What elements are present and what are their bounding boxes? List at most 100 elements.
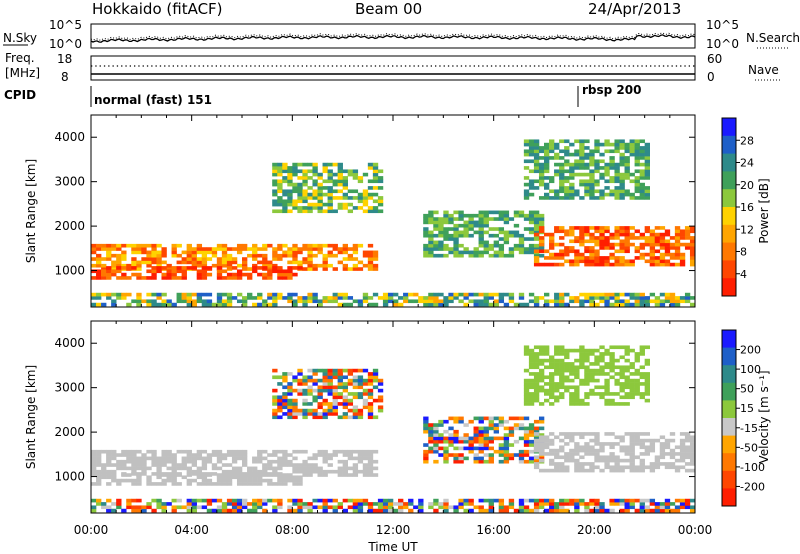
heatmap-cell bbox=[362, 498, 369, 503]
heatmap-cell bbox=[136, 498, 142, 503]
heatmap-cell bbox=[579, 348, 585, 353]
heatmap-cell bbox=[393, 508, 399, 513]
heatmap-cell bbox=[624, 498, 630, 503]
heatmap-cell bbox=[166, 478, 172, 483]
heatmap-cell bbox=[171, 272, 177, 277]
heatmap-cell bbox=[609, 345, 615, 350]
heatmap-cell bbox=[292, 408, 298, 413]
heatmap-cell bbox=[634, 186, 640, 190]
heatmap-cell bbox=[236, 453, 243, 457]
heatmap-cell bbox=[544, 508, 550, 513]
heatmap-cell bbox=[503, 217, 510, 221]
heatmap-cell bbox=[639, 465, 645, 470]
heatmap-cell bbox=[538, 169, 545, 174]
heatmap-cell bbox=[332, 398, 338, 403]
heatmap-cell bbox=[357, 408, 364, 413]
heatmap-cell bbox=[664, 505, 671, 510]
heatmap-cell bbox=[101, 463, 107, 467]
heatmap-cell bbox=[247, 478, 253, 483]
heatmap-cell bbox=[377, 296, 384, 300]
heatmap-cell bbox=[91, 472, 97, 476]
heatmap-cell bbox=[332, 385, 338, 390]
heatmap-cell bbox=[337, 502, 343, 506]
heatmap-cell bbox=[503, 230, 510, 235]
heatmap-cell bbox=[639, 246, 645, 250]
heatmap-cell bbox=[322, 469, 328, 474]
colorbar-swatch bbox=[722, 488, 736, 507]
heatmap-cell bbox=[624, 385, 630, 390]
heatmap-cell bbox=[372, 172, 379, 177]
heatmap-cell bbox=[533, 445, 540, 450]
heatmap-cell bbox=[554, 388, 560, 393]
heatmap-cell bbox=[458, 439, 464, 444]
heatmap-cell bbox=[106, 453, 112, 457]
heatmap-cell bbox=[599, 226, 605, 230]
heatmap-cell bbox=[629, 236, 635, 240]
heatmap-cell bbox=[282, 250, 288, 255]
heatmap-cell bbox=[106, 475, 112, 480]
heatmap-cell bbox=[196, 466, 203, 471]
heatmap-cell bbox=[307, 267, 313, 271]
heatmap-cell bbox=[367, 372, 374, 376]
heatmap-cell bbox=[528, 358, 535, 363]
heatmap-cell bbox=[322, 408, 328, 413]
heatmap-cell bbox=[468, 449, 474, 454]
heatmap-cell bbox=[297, 189, 303, 194]
heatmap-cell bbox=[664, 229, 671, 234]
heatmap-cell bbox=[589, 452, 595, 456]
heatmap-cell bbox=[151, 482, 157, 486]
heatmap-cell bbox=[362, 296, 369, 300]
heatmap-cell bbox=[624, 402, 630, 406]
heatmap-cell bbox=[443, 502, 449, 506]
heatmap-cell bbox=[463, 247, 469, 251]
heatmap-cell bbox=[226, 276, 233, 280]
heatmap-cell bbox=[639, 139, 645, 144]
heatmap-cell bbox=[463, 436, 469, 441]
heatmap-cell bbox=[242, 472, 248, 476]
heatmap-cell bbox=[196, 263, 203, 268]
heatmap-cell bbox=[589, 368, 595, 373]
heatmap-cell bbox=[252, 508, 258, 513]
heatmap-cell bbox=[312, 263, 318, 268]
heatmap-cell bbox=[191, 266, 197, 270]
heatmap-cell bbox=[408, 502, 414, 506]
heatmap-cell bbox=[584, 166, 590, 170]
heatmap-cell bbox=[342, 466, 348, 471]
heatmap-cell bbox=[538, 239, 545, 244]
heatmap-cell bbox=[629, 242, 635, 247]
heatmap-cell bbox=[262, 260, 268, 265]
heatmap-cell bbox=[584, 249, 590, 254]
heatmap-cell bbox=[272, 408, 278, 413]
power-y-axis-label: Slant Range [km] bbox=[24, 159, 38, 263]
heatmap-cell bbox=[549, 156, 555, 160]
heatmap-cell bbox=[528, 292, 535, 297]
heatmap-cell bbox=[337, 466, 343, 471]
heatmap-cell bbox=[337, 395, 343, 400]
heatmap-cell bbox=[684, 452, 691, 456]
heatmap-cell bbox=[564, 179, 570, 184]
heatmap-cell bbox=[438, 220, 444, 225]
heatmap-cell bbox=[106, 505, 112, 510]
heatmap-cell bbox=[151, 260, 157, 265]
heatmap-cell bbox=[629, 505, 635, 510]
heatmap-cell bbox=[151, 257, 157, 261]
heatmap-cell bbox=[624, 249, 630, 254]
heatmap-cell bbox=[347, 449, 354, 454]
heatmap-cell bbox=[609, 432, 615, 436]
heatmap-cell bbox=[488, 419, 494, 424]
heatmap-cell bbox=[544, 196, 550, 200]
heatmap-cell bbox=[322, 162, 328, 167]
heatmap-cell bbox=[322, 508, 328, 513]
heatmap-cell bbox=[584, 502, 590, 506]
heatmap-cell bbox=[171, 243, 177, 248]
heatmap-cell bbox=[201, 478, 208, 483]
heatmap-cell bbox=[171, 453, 177, 457]
heatmap-cell bbox=[367, 179, 374, 184]
heatmap-cell bbox=[367, 456, 374, 461]
heatmap-cell bbox=[523, 429, 530, 434]
heatmap-cell bbox=[448, 433, 454, 437]
heatmap-cell bbox=[589, 186, 595, 190]
heatmap-cell bbox=[584, 462, 590, 466]
heatmap-cell bbox=[262, 257, 268, 261]
heatmap-cell bbox=[538, 388, 545, 393]
